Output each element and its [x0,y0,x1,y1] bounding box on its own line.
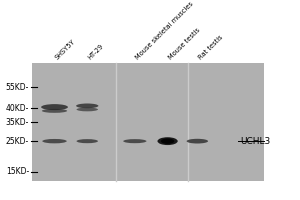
Text: Rat testis: Rat testis [197,34,224,60]
Ellipse shape [41,104,68,110]
Text: UCHL3: UCHL3 [241,137,271,146]
Ellipse shape [187,139,208,144]
Bar [32,63,264,181]
Text: HT-29: HT-29 [87,43,105,60]
Text: 55KD-: 55KD- [6,83,29,92]
Text: SHSY5Y: SHSY5Y [55,38,77,60]
Ellipse shape [76,103,98,108]
Text: 35KD-: 35KD- [6,118,29,127]
Text: Mouse skeletai muscles: Mouse skeletai muscles [135,0,195,60]
Text: 15KD-: 15KD- [6,167,29,176]
Ellipse shape [161,138,174,144]
Ellipse shape [42,139,67,143]
Ellipse shape [76,139,98,143]
Text: Mouse testis: Mouse testis [168,26,201,60]
Text: 25KD-: 25KD- [6,137,29,146]
Ellipse shape [76,108,98,111]
Ellipse shape [42,109,67,113]
Text: 40KD-: 40KD- [6,104,29,113]
Ellipse shape [158,137,178,145]
Ellipse shape [123,139,146,143]
